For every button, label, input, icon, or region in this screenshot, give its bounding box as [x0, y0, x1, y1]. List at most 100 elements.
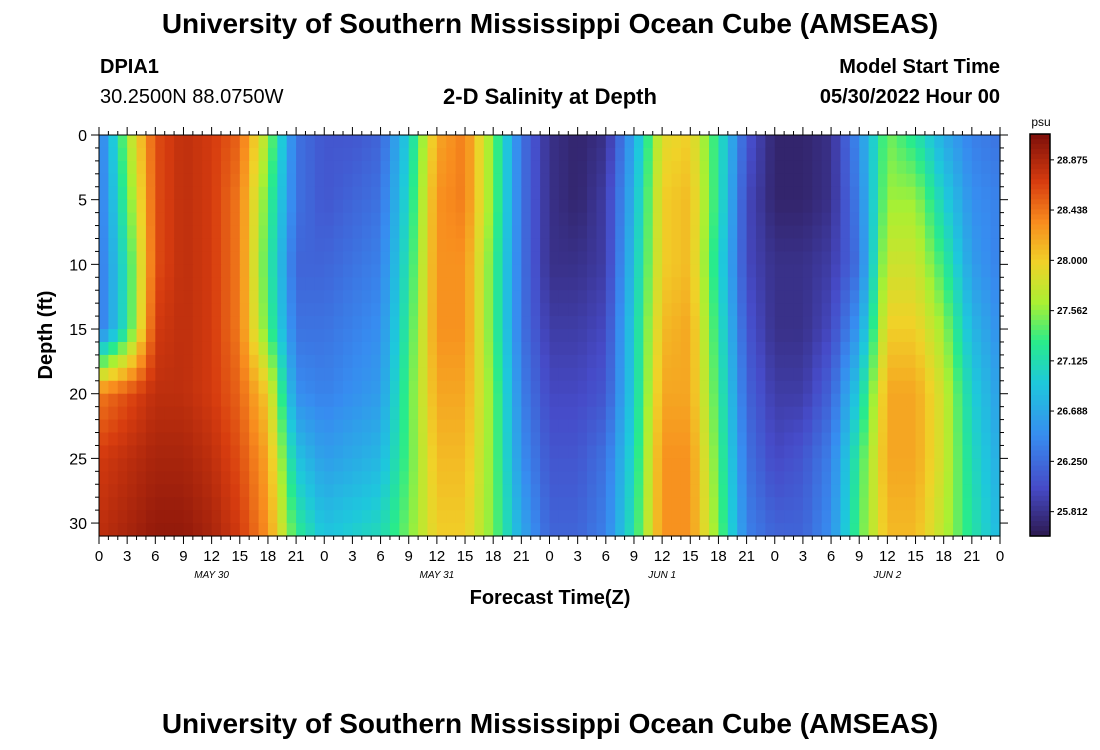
heatmap-cell — [924, 135, 935, 149]
heatmap-cell — [324, 264, 335, 278]
heatmap-cell — [990, 251, 1001, 265]
heatmap-cell — [746, 354, 757, 369]
heatmap-cell — [615, 277, 626, 291]
heatmap-cell — [540, 510, 551, 524]
heatmap-cell — [493, 199, 504, 214]
heatmap-cell — [145, 212, 156, 227]
heatmap-cell — [183, 212, 194, 227]
heatmap-cell — [831, 393, 842, 408]
heatmap-cell — [249, 510, 260, 524]
heatmap-cell — [727, 380, 738, 395]
heatmap-cell — [258, 484, 269, 498]
heatmap-cell — [652, 458, 663, 472]
heatmap-cell — [418, 432, 429, 447]
heatmap-cell — [934, 264, 945, 278]
heatmap-cell — [727, 419, 738, 434]
heatmap-cell — [943, 406, 954, 421]
heatmap-cell — [202, 173, 213, 188]
heatmap-cell — [249, 199, 260, 214]
heatmap-cell — [427, 225, 438, 240]
heatmap-cell — [821, 251, 832, 265]
heatmap-cell — [990, 225, 1001, 240]
heatmap-cell — [624, 225, 635, 240]
heatmap-cell — [680, 380, 691, 395]
heatmap-cell — [671, 393, 682, 408]
colorbar-segment — [1030, 209, 1050, 216]
heatmap-cell — [784, 484, 795, 498]
heatmap-cell — [774, 199, 785, 214]
heatmap-cell — [953, 251, 964, 265]
heatmap-cell — [906, 225, 917, 240]
heatmap-cell — [793, 135, 804, 149]
heatmap-cell — [192, 471, 203, 485]
heatmap-cell — [615, 341, 626, 356]
heatmap-cell — [99, 393, 109, 408]
heatmap-cell — [587, 354, 598, 369]
heatmap-cells — [99, 135, 1001, 537]
heatmap-cell — [258, 173, 269, 188]
heatmap-cell — [971, 341, 982, 356]
heatmap-cell — [483, 354, 494, 369]
heatmap-cell — [352, 419, 363, 434]
heatmap-cell — [887, 497, 898, 511]
heatmap-cell — [906, 393, 917, 408]
heatmap-cell — [286, 264, 297, 278]
heatmap-cell — [314, 380, 325, 395]
heatmap-cell — [624, 523, 635, 537]
heatmap-cell — [849, 160, 860, 175]
heatmap-cell — [455, 212, 466, 227]
heatmap-cell — [483, 497, 494, 511]
heatmap-cell — [277, 303, 288, 317]
heatmap-cell — [718, 380, 729, 395]
heatmap-cell — [202, 354, 213, 369]
heatmap-cell — [849, 135, 860, 149]
heatmap-cell — [399, 471, 410, 485]
heatmap-cell — [774, 212, 785, 227]
x-tick-label: 3 — [348, 548, 356, 565]
heatmap-cell — [812, 484, 823, 498]
heatmap-cell — [540, 406, 551, 421]
heatmap-cell — [314, 393, 325, 408]
heatmap-cell — [568, 497, 579, 511]
heatmap-cell — [314, 367, 325, 382]
heatmap-cell — [859, 264, 870, 278]
heatmap-cell — [896, 147, 907, 162]
heatmap-cell — [511, 510, 522, 524]
heatmap-cell — [821, 135, 832, 149]
heatmap-cell — [540, 523, 551, 537]
x-tick-label: 18 — [485, 548, 502, 565]
heatmap-cell — [418, 186, 429, 201]
heatmap-cell — [164, 329, 175, 343]
heatmap-cell — [962, 354, 973, 369]
heatmap-cell — [784, 290, 795, 304]
heatmap-cell — [558, 225, 569, 240]
heatmap-cell — [465, 264, 476, 278]
heatmap-cell — [765, 432, 776, 447]
heatmap-cell — [455, 445, 466, 459]
heatmap-cell — [202, 523, 213, 537]
heatmap-cell — [324, 160, 335, 175]
heatmap-cell — [239, 316, 250, 330]
heatmap-cell — [671, 484, 682, 498]
heatmap-cell — [962, 406, 973, 421]
heatmap-cell — [493, 419, 504, 434]
heatmap-cell — [709, 471, 720, 485]
colorbar-segment — [1030, 445, 1050, 452]
heatmap-cell — [849, 445, 860, 459]
heatmap-cell — [502, 393, 513, 408]
heatmap-cell — [868, 432, 879, 447]
heatmap-cell — [211, 484, 222, 498]
heatmap-cell — [436, 212, 447, 227]
heatmap-cell — [389, 264, 400, 278]
colorbar-segment — [1030, 365, 1050, 371]
heatmap-cell — [211, 225, 222, 240]
heatmap-cell — [859, 497, 870, 511]
heatmap-cell — [408, 238, 419, 253]
heatmap-cell — [127, 406, 138, 421]
heatmap-cell — [202, 329, 213, 343]
heatmap-cell — [680, 277, 691, 291]
colorbar-tick-label: 26.688 — [1057, 407, 1088, 418]
heatmap-cell — [446, 329, 457, 343]
heatmap-cell — [343, 354, 354, 369]
heatmap-cell — [305, 199, 316, 214]
